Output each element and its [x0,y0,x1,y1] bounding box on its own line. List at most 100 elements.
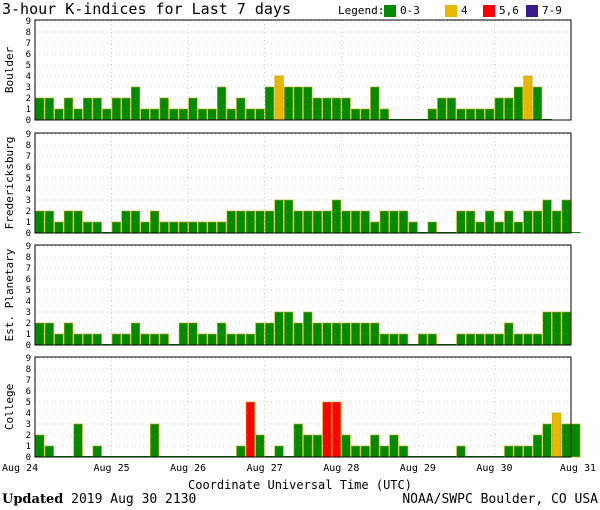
k-bar [312,97,322,121]
k-bar [389,434,399,458]
k-bar [83,221,93,234]
k-bar [293,423,303,458]
panel-border [34,356,572,458]
k-bar [437,97,447,121]
k-bar [360,445,370,458]
k-bar [542,423,552,458]
k-bar [236,445,246,458]
k-bar [408,221,418,234]
k-bar [542,199,552,234]
k-bar [284,86,294,121]
y-tick-label: 5 [26,61,31,71]
k-bar [121,333,131,346]
station-label: Est. Planetary [3,248,16,341]
k-bar [159,221,169,234]
y-tick-label: 4 [26,409,31,419]
y-tick-label: 2 [26,319,31,329]
k-bar [226,108,236,121]
k-bar [217,221,227,234]
k-bar [245,401,255,458]
k-bar [379,108,389,121]
k-bar [264,86,275,121]
y-tick-label: 3 [26,196,31,206]
y-tick-label: 4 [26,72,31,82]
k-bar [485,108,495,121]
y-tick-label: 0 [26,116,31,126]
k-bar [140,108,150,121]
k-bar [513,86,523,121]
k-bar [159,333,169,346]
k-bar [140,221,150,234]
legend-swatch-0-3 [384,5,396,17]
panel-frame [34,244,572,346]
k-bar [245,108,255,121]
k-bar [121,97,131,121]
k-bar [293,86,303,121]
k-bar [284,199,294,234]
k-bar [370,86,380,121]
legend-swatch-5-6 [483,5,495,17]
k-bar [485,210,495,234]
k-bar [532,210,543,234]
legend-item-0-3: 0-3 [400,4,420,17]
k-bar [360,210,370,234]
y-tick-label: 2 [26,431,31,441]
k-bar [92,333,102,346]
k-bar [351,108,361,121]
k-bar [561,199,571,234]
k-bar [513,221,523,234]
k-bar [485,333,495,346]
station-label: College [3,384,16,430]
k-bar [494,221,504,234]
k-bar [226,333,236,346]
k-bar [504,445,514,458]
k-bar [73,108,83,121]
k-bar [552,311,562,346]
k-index-plots: 0123456789Boulder0123456789Fredericksbur… [2,17,596,474]
k-bar [121,210,131,234]
y-tick-label: 8 [26,253,31,263]
k-bar [44,445,54,458]
legend-item-7-9: 7-9 [542,4,562,17]
k-bar [44,322,54,346]
k-bar [217,86,227,121]
k-bar [44,210,54,234]
k-bar [322,401,332,458]
k-bar [456,108,466,121]
y-tick-label: 3 [26,83,31,93]
x-tick-label: Aug 29 [400,463,436,474]
x-axis-title: Coordinate Universal Time (UTC) [188,478,412,492]
k-bar [360,108,370,121]
k-bar [274,311,284,346]
y-tick-label: 7 [26,376,31,386]
k-bar [456,333,466,346]
legend-item-4: 4 [461,4,468,17]
k-bar [465,333,476,346]
station-label: Fredericksburg [3,137,16,230]
k-bar [169,221,179,234]
k-bar [475,333,485,346]
y-tick-label: 3 [26,420,31,430]
k-bar [178,108,188,121]
y-tick-label: 5 [26,174,31,184]
y-tick-label: 9 [26,130,31,140]
k-bar [207,221,217,234]
k-bar [379,445,389,458]
panel-border [34,244,572,346]
y-tick-label: 7 [26,152,31,162]
k-bar [207,333,217,346]
y-tick-label: 0 [26,229,31,239]
k-bar [532,434,543,458]
k-bar [54,221,64,234]
k-bar [111,221,121,234]
y-tick-label: 3 [26,308,31,318]
updated-label: Updated [2,492,64,507]
k-bar [427,108,437,121]
k-bar [284,311,294,346]
k-bar [150,333,160,346]
k-bar [465,108,476,121]
k-bar [274,199,284,234]
k-bar [475,108,485,121]
k-bar [188,221,198,234]
k-bar [398,445,409,458]
